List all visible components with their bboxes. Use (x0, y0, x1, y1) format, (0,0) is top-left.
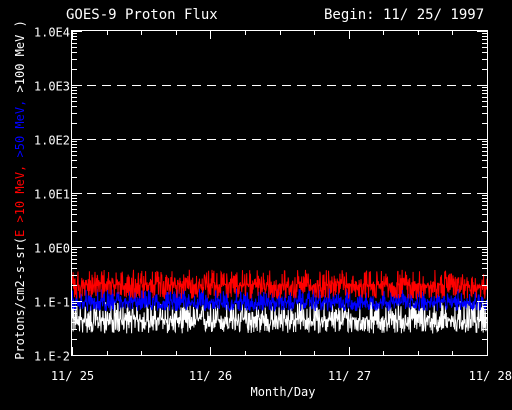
y-axis-label-part: >50 MeV, (13, 92, 27, 157)
y-tick-label: 1.0E2 (34, 134, 70, 148)
x-tick-label: 11/ 25 (51, 369, 94, 383)
x-axis: 11/ 25 11/ 26 11/ 27 11/ 28 (51, 31, 512, 383)
chart-title: GOES-9 Proton Flux (66, 7, 218, 23)
y-axis-label-part: Protons/cm2-s-sr( (13, 237, 27, 360)
y-tick-label: 1.0E3 (34, 80, 70, 94)
series-line (71, 288, 488, 313)
y-tick-label: 1.E-2 (34, 350, 70, 364)
y-axis: 1.E-2 1.E-1 1.0E0 1.0E1 1.0E2 1.0E3 1.0E4 (34, 26, 487, 364)
y-axis-label: Protons/cm2-s-sr(E >10 MeV, >50 MeV, >10… (13, 20, 27, 360)
x-tick-label: 11/ 26 (189, 369, 232, 383)
x-axis-label: Month/Day (250, 385, 315, 399)
chart-subtitle: Begin: 11/ 25/ 1997 (324, 7, 484, 23)
gridlines (72, 85, 487, 248)
y-tick-label: 1.E-1 (34, 296, 70, 310)
series-line (71, 269, 488, 300)
series-group (71, 269, 488, 334)
series-line (71, 300, 488, 334)
y-tick-label: 1.0E4 (34, 26, 70, 40)
y-axis-label-part: E >10 MeV, (13, 157, 27, 236)
x-tick-label: 11/ 28 (469, 369, 512, 383)
y-tick-label: 1.0E1 (34, 188, 70, 202)
y-tick-label: 1.0E0 (34, 242, 70, 256)
y-axis-label-part: >100 MeV ) (13, 20, 27, 92)
x-tick-label: 11/ 27 (328, 369, 371, 383)
plot-frame (71, 30, 488, 356)
